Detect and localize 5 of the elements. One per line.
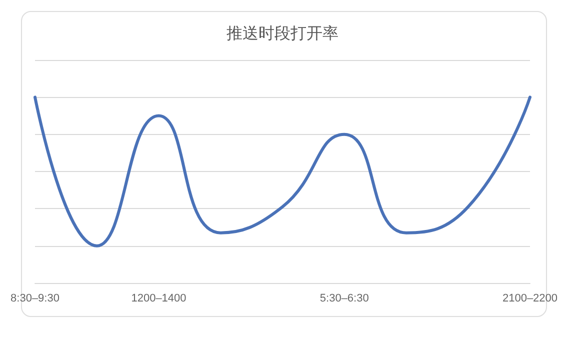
x-tick-label: 8:30–9:30 — [10, 292, 60, 304]
x-tick-label: 1200–1400 — [131, 292, 186, 304]
x-tick-label: 2100–2200 — [502, 292, 558, 304]
x-tick-label: 5:30–6:30 — [320, 292, 369, 304]
chart-title: 推送时段打开率 — [226, 24, 338, 42]
